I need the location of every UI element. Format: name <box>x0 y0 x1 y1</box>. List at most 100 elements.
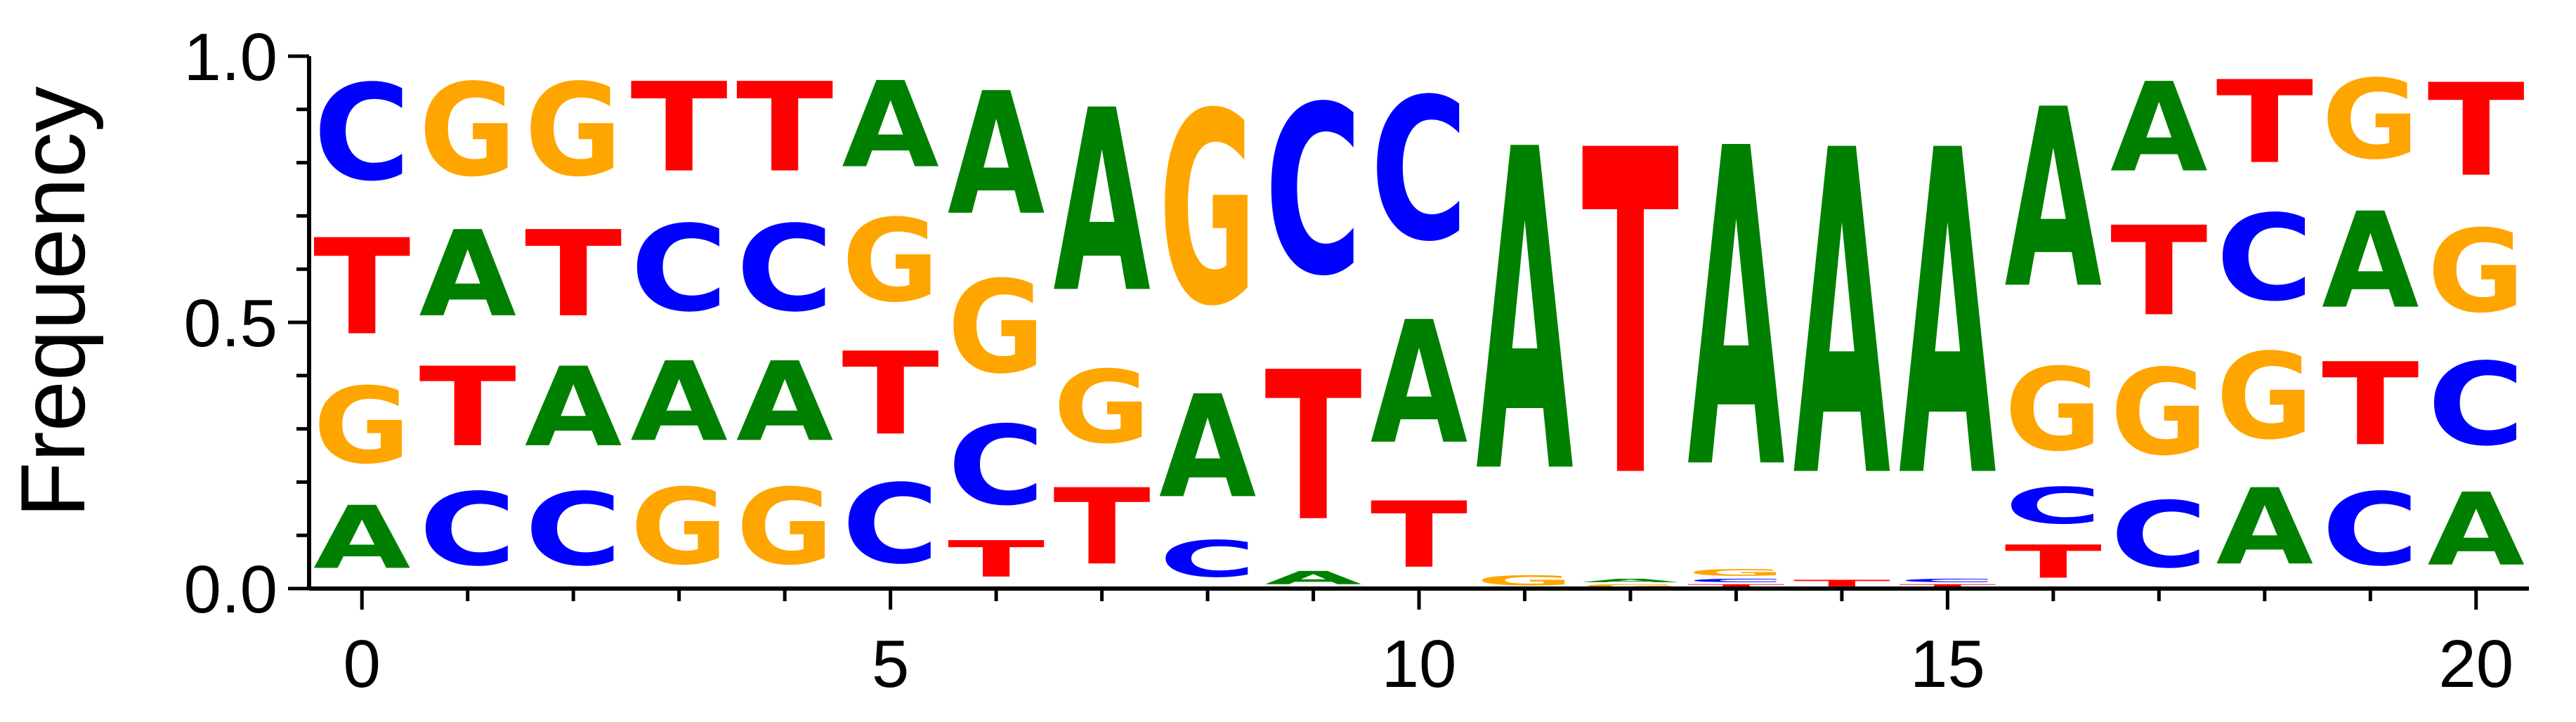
x-tick-label: 0 <box>344 626 381 702</box>
logo-letter-G: G <box>419 57 516 205</box>
logo-letter-T: T <box>1371 483 1467 589</box>
logo-letter-C: C <box>2216 190 2313 328</box>
logo-letter-A: A <box>525 343 622 471</box>
logo-letter-G: G <box>1687 567 1784 578</box>
logo-letter-T: T <box>419 343 516 471</box>
logo-letter-G: G <box>630 466 727 589</box>
y-axis-ticks: 0.0 0.5 1.0 <box>184 20 309 627</box>
logo-letter-C: C <box>525 472 622 588</box>
logo-letter-A: A <box>2110 57 2208 200</box>
logo-letter-C: C <box>2322 472 2419 588</box>
position-stack: GA <box>1476 57 1574 589</box>
logo-letter-G: G <box>313 365 410 487</box>
logo-letter-T: T <box>2005 535 2102 589</box>
logo-letter-A: A <box>2216 466 2313 589</box>
logo-letter-T: T <box>948 530 1045 589</box>
logo-letter-G: G <box>948 254 1045 402</box>
logo-letter-T: T <box>525 206 622 343</box>
logo-letter-C: C <box>1899 578 1996 584</box>
logo-letter-A: A <box>419 206 516 343</box>
logo-letter-C: C <box>736 201 833 339</box>
position-stack: TA <box>1793 57 1892 589</box>
logo-letter-A: A <box>1159 365 1256 529</box>
y-axis-title: Frequency <box>1 86 104 518</box>
logo-letter-A: A <box>1899 57 1997 576</box>
position-stack: TAC <box>1371 57 1467 589</box>
logo-letter-T: T <box>1687 583 1785 589</box>
logo-letter-T: T <box>842 329 939 461</box>
logo-letter-T: T <box>1264 329 1361 567</box>
position-stack: GAT <box>1582 58 1680 589</box>
y-tick-label: 0.0 <box>184 552 277 627</box>
logo-letter-C: C <box>1264 57 1361 327</box>
x-tick-label: 20 <box>2438 626 2513 702</box>
position-stack: TGA <box>1053 57 1151 588</box>
logo-letter-G: G <box>525 57 622 205</box>
logo-letter-C: C <box>419 472 516 588</box>
logo-letter-G: G <box>1053 349 1150 466</box>
letter-stacks: AGTCCTAGCATGGACTGACTCTGATCGATGACAGATCTAC… <box>313 56 2525 589</box>
logo-letter-A: A <box>1053 57 1151 348</box>
logo-letter-G: G <box>2216 328 2313 466</box>
logo-letter-A: A <box>1371 286 1467 482</box>
logo-letter-A: A <box>1687 57 1786 565</box>
logo-letter-A: A <box>1793 57 1892 576</box>
y-tick-label: 0.5 <box>184 286 277 361</box>
position-stack: TCA <box>1899 57 1997 589</box>
logo-letter-A: A <box>736 339 833 466</box>
logo-letter-G: G <box>1159 57 1256 364</box>
x-tick-label: 15 <box>1910 626 1985 702</box>
logo-letter-G: G <box>2322 57 2419 184</box>
logo-letter-G: G <box>842 195 939 327</box>
logo-letter-T: T <box>2110 200 2207 343</box>
x-tick-label: 5 <box>872 626 909 702</box>
logo-letter-A: A <box>313 488 411 589</box>
logo-letter-A: A <box>2322 185 2419 339</box>
logo-letter-A: A <box>842 57 939 195</box>
logo-letter-A: A <box>2005 56 2103 343</box>
logo-letter-C: C <box>1159 530 1256 589</box>
logo-letter-C: C <box>1687 578 1784 584</box>
axes: 0.0 0.5 1.0 0 5 10 15 20 <box>184 20 2529 702</box>
logo-letter-G: G <box>1476 573 1573 589</box>
logo-letter-T: T <box>1053 466 1150 588</box>
logo-letter-T: T <box>736 56 833 199</box>
logo-letter-C: C <box>948 402 1045 530</box>
logo-letter-A: A <box>948 57 1045 253</box>
logo-letter-C: C <box>630 201 727 339</box>
logo-letter-G: G <box>2005 344 2102 476</box>
logo-letter-C: C <box>313 57 410 211</box>
logo-letter-C: C <box>842 461 939 589</box>
logo-letter-T: T <box>1582 58 1680 577</box>
logo-letter-T: T <box>2322 339 2419 471</box>
logo-letter-T: T <box>1793 578 1890 589</box>
logo-letter-A: A <box>1476 57 1574 571</box>
logo-letter-C: C <box>2110 483 2207 589</box>
logo-letter-T: T <box>313 211 410 365</box>
y-tick-label: 1.0 <box>184 20 277 95</box>
logo-letter-C: C <box>1371 57 1467 284</box>
logo-letter-G: G <box>736 466 833 589</box>
logo-letter-A: A <box>2428 472 2525 589</box>
logo-letter-A: A <box>630 339 727 466</box>
position-stack: CAG <box>1159 57 1256 589</box>
logo-letter-T: T <box>2428 57 2525 205</box>
logo-letter-A: A <box>1582 578 1680 584</box>
position-stack: ATC <box>1264 57 1362 589</box>
logo-letter-T: T <box>630 56 727 199</box>
x-axis-ticks: 0 5 10 15 20 <box>344 589 2513 702</box>
logo-letter-G: G <box>2428 206 2525 338</box>
logo-letter-G: G <box>1582 583 1679 589</box>
